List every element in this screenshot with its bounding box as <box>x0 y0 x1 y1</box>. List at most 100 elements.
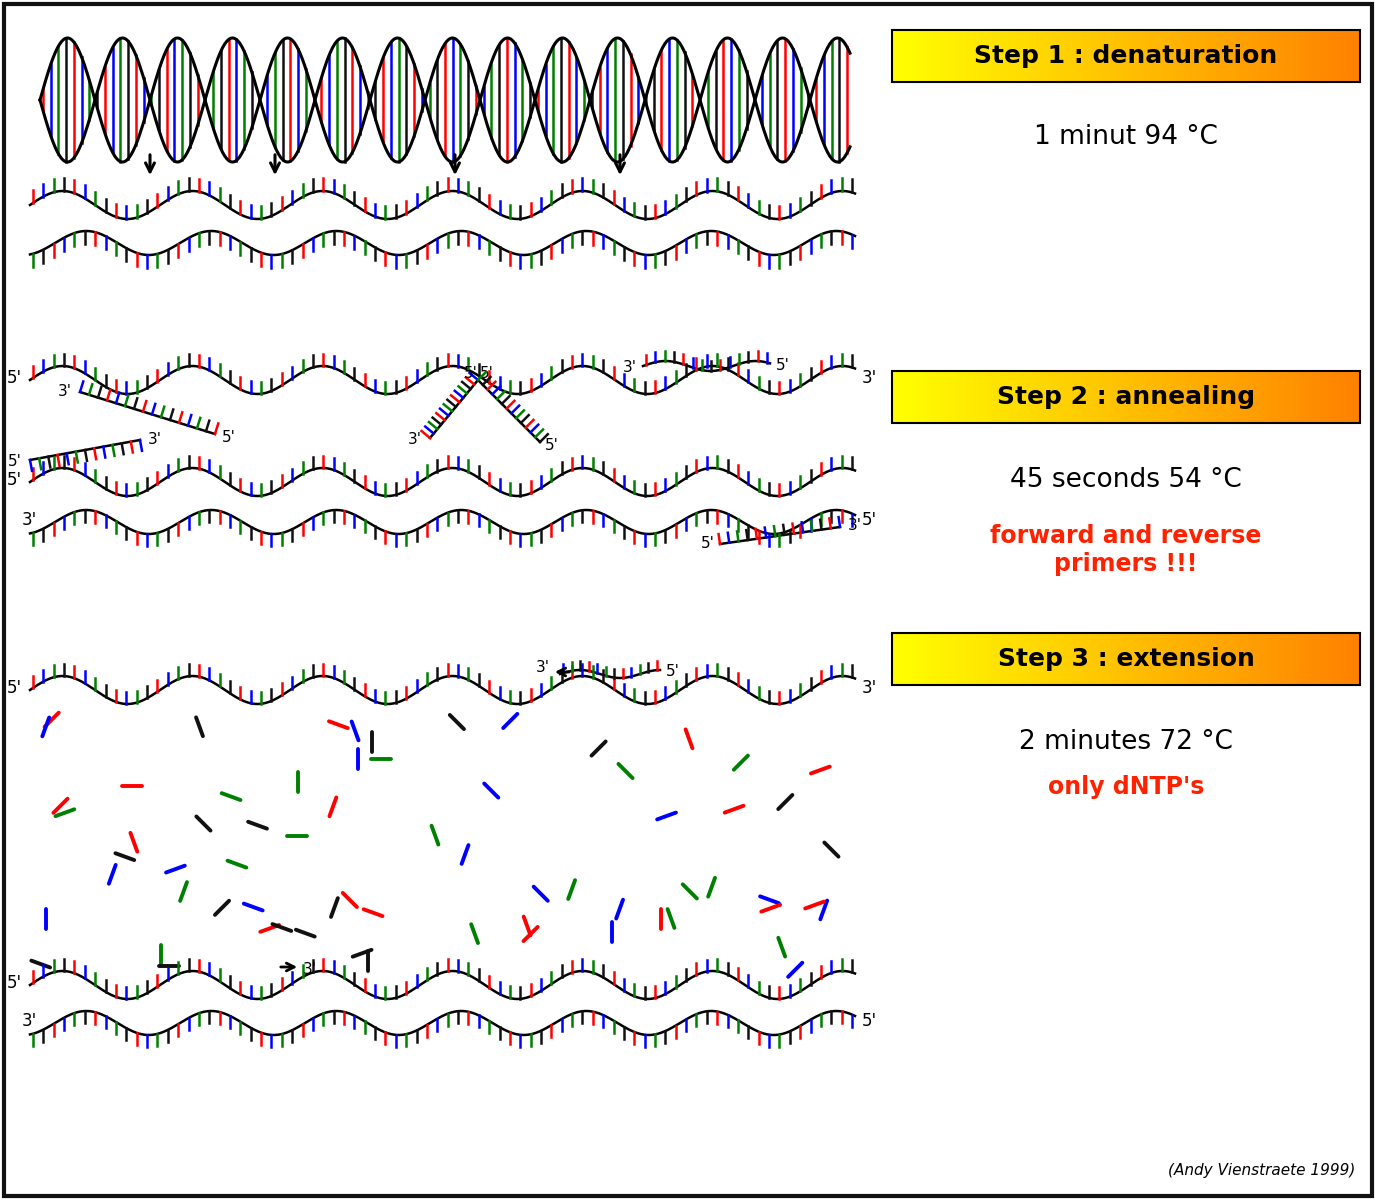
Bar <box>1028 634 1033 685</box>
Bar <box>908 371 912 422</box>
Bar <box>934 371 940 422</box>
Bar <box>1240 634 1244 685</box>
Bar <box>1357 30 1361 82</box>
Bar <box>1293 371 1298 422</box>
Text: only dNTP's: only dNTP's <box>1047 775 1204 799</box>
Bar <box>1013 30 1017 82</box>
Bar <box>1157 30 1161 82</box>
Bar <box>981 371 987 422</box>
Bar <box>1219 371 1225 422</box>
Bar <box>1196 371 1201 422</box>
Bar <box>962 634 966 685</box>
Bar <box>1333 30 1337 82</box>
Bar <box>1168 634 1174 685</box>
Bar <box>1278 634 1282 685</box>
Bar <box>962 30 966 82</box>
Bar <box>1119 371 1123 422</box>
Bar <box>1227 30 1232 82</box>
Bar <box>1083 634 1087 685</box>
Bar <box>1049 634 1053 685</box>
Bar <box>1028 371 1033 422</box>
Bar <box>1017 634 1021 685</box>
Bar <box>1095 371 1099 422</box>
Bar <box>1270 30 1274 82</box>
Bar <box>1051 371 1057 422</box>
Bar <box>1145 30 1150 82</box>
Bar <box>1055 371 1060 422</box>
Bar <box>1321 371 1325 422</box>
Bar <box>1270 634 1274 685</box>
Bar <box>911 371 916 422</box>
Bar <box>1068 371 1072 422</box>
Bar <box>1142 30 1146 82</box>
Bar <box>1072 634 1076 685</box>
Bar <box>951 30 955 82</box>
Bar <box>989 30 993 82</box>
Bar <box>1317 30 1321 82</box>
Bar <box>1126 371 1131 422</box>
Text: 5': 5' <box>666 665 680 679</box>
Bar <box>900 371 904 422</box>
Bar <box>1192 371 1197 422</box>
Text: 5': 5' <box>7 470 22 490</box>
Bar <box>1025 634 1029 685</box>
Bar <box>1189 371 1193 422</box>
Bar <box>1219 634 1225 685</box>
Bar <box>1145 371 1150 422</box>
Bar <box>1266 30 1271 82</box>
Bar <box>911 30 916 82</box>
Bar <box>1121 371 1127 422</box>
Bar <box>1298 30 1302 82</box>
Bar <box>1353 634 1357 685</box>
Bar <box>1002 30 1006 82</box>
Bar <box>892 30 1359 82</box>
Bar <box>1064 30 1068 82</box>
Bar <box>955 634 959 685</box>
Bar <box>915 371 919 422</box>
Bar <box>1302 634 1306 685</box>
Bar <box>1044 371 1049 422</box>
Bar <box>974 634 978 685</box>
Bar <box>1259 30 1263 82</box>
Bar <box>1134 30 1138 82</box>
Text: 5': 5' <box>861 1012 877 1030</box>
Bar <box>1227 371 1232 422</box>
Bar <box>1223 30 1227 82</box>
Bar <box>1009 371 1013 422</box>
Text: 3': 3' <box>848 517 861 533</box>
Bar <box>958 371 963 422</box>
Bar <box>1032 634 1036 685</box>
Bar <box>1306 634 1310 685</box>
Bar <box>1017 371 1021 422</box>
Bar <box>1142 634 1146 685</box>
Bar <box>943 371 947 422</box>
Bar <box>1181 634 1185 685</box>
Bar <box>1004 634 1010 685</box>
Bar <box>1270 371 1274 422</box>
Bar <box>1289 371 1295 422</box>
Bar <box>1240 371 1244 422</box>
Bar <box>1251 30 1255 82</box>
Bar <box>1121 634 1127 685</box>
Text: 3': 3' <box>22 1012 37 1030</box>
Bar <box>1344 30 1348 82</box>
Bar <box>923 371 927 422</box>
Bar <box>1064 371 1068 422</box>
Bar <box>1032 30 1036 82</box>
Bar <box>923 634 927 685</box>
Bar <box>1298 371 1302 422</box>
Bar <box>919 634 923 685</box>
Bar <box>1036 634 1040 685</box>
Bar <box>1138 634 1142 685</box>
Bar <box>892 634 1359 685</box>
Bar <box>1044 30 1049 82</box>
Bar <box>1251 634 1255 685</box>
Bar <box>1119 30 1123 82</box>
Text: 3': 3' <box>58 384 72 400</box>
Bar <box>1208 371 1212 422</box>
Bar <box>1243 371 1248 422</box>
Bar <box>998 371 1002 422</box>
Bar <box>958 634 963 685</box>
Bar <box>1168 371 1174 422</box>
Bar <box>1196 634 1201 685</box>
